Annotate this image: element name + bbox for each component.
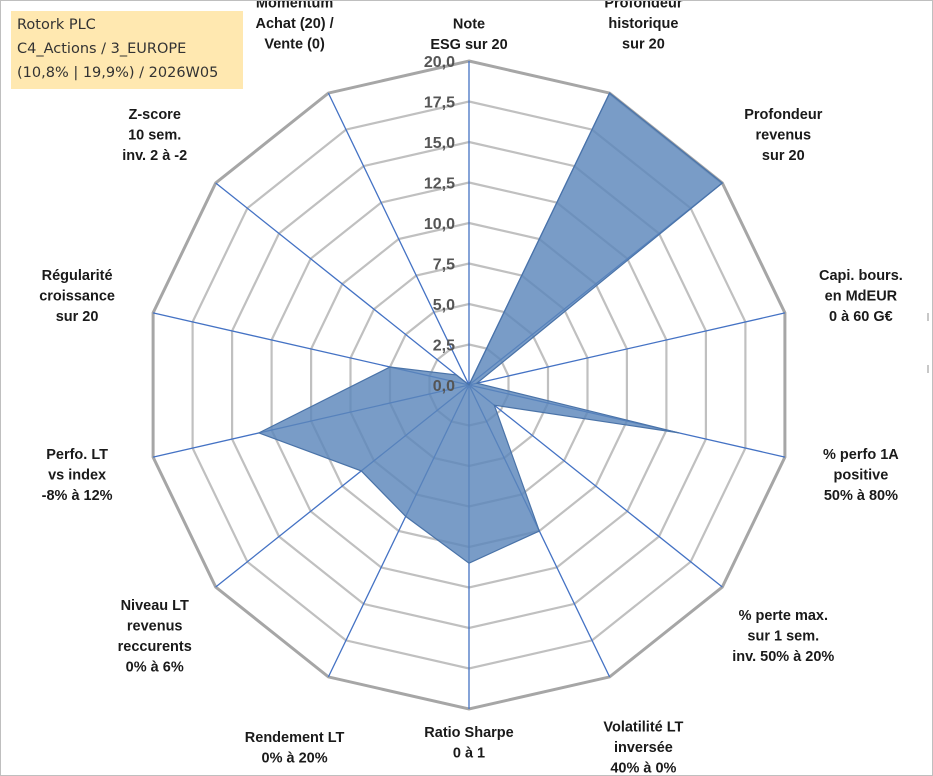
axis-label: Capi. bours. en MdEUR 0 à 60 G€ <box>819 268 903 325</box>
axis-label: Perfo. LT vs index -8% à 12% <box>42 447 113 504</box>
tick-label: 10,0 <box>424 216 455 233</box>
axis-label: Régularité croissance sur 20 <box>39 268 115 325</box>
axis-spoke <box>215 182 470 386</box>
axis-labels: Note ESG sur 20 Profondeur historique sur 20… <box>39 1 903 775</box>
axis-label: Momentum Achat (20) / Vente (0) <box>256 1 334 52</box>
tick-label: 7,5 <box>433 257 455 274</box>
tick-label: 2,5 <box>433 338 455 355</box>
tick-label: 20,0 <box>424 54 455 71</box>
radial-tick-labels: 0,0 2,5 5,0 7,5 10,0 12,5 15,0 17,5 20,0 <box>424 54 455 395</box>
category-path: C4_Actions / 3_EUROPE <box>17 41 187 57</box>
tick-label: 5,0 <box>433 297 455 314</box>
scrollbar-mark <box>927 313 929 321</box>
tick-label: 17,5 <box>424 95 455 112</box>
period-stats: (10,8% | 19,9%) / 2026W05 <box>17 65 219 81</box>
axis-label: % perte max. sur 1 sem. inv. 50% à 20% <box>732 608 834 665</box>
series-area <box>257 92 724 564</box>
radar-series <box>257 92 724 564</box>
tick-label: 0,0 <box>433 378 455 395</box>
info-box: Rotork PLC C4_Actions / 3_EUROPE (10,8% … <box>11 11 243 89</box>
axis-label: Note ESG sur 20 <box>430 17 507 54</box>
axis-label: Ratio Sharpe 0 à 1 <box>424 725 513 762</box>
axis-spoke <box>468 384 723 588</box>
axis-spoke <box>327 92 470 386</box>
axis-label: % perfo 1A positive 50% à 80% <box>823 447 899 504</box>
scrollbar-mark <box>927 365 929 373</box>
axis-label: Rendement LT 0% à 20% <box>245 730 345 767</box>
tick-label: 12,5 <box>424 176 455 193</box>
axis-label: Profondeur revenus sur 20 <box>744 107 822 164</box>
axis-label: Volatilité LT inversée 40% à 0% <box>603 720 683 775</box>
axis-spoke <box>468 312 786 386</box>
company-name: Rotork PLC <box>17 17 96 33</box>
axis-label: Z-score 10 sem. inv. 2 à -2 <box>122 107 187 164</box>
axis-label: Profondeur historique sur 20 <box>604 1 682 52</box>
tick-label: 15,0 <box>424 135 455 152</box>
axis-label: Niveau LT revenus reccurents 0% à 6% <box>118 598 192 676</box>
